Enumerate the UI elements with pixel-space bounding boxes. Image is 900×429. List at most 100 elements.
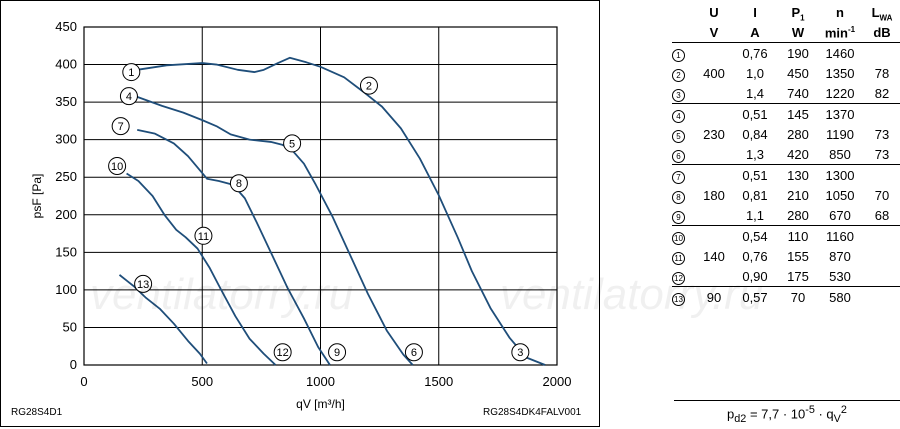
table-cell: dB [873, 25, 891, 40]
table-cell: 0,81 [742, 188, 768, 203]
table-cell: 145 [787, 107, 809, 122]
curve-label-circle-8 [229, 174, 248, 193]
curve-label-11: 11 [198, 231, 209, 243]
fan-curve-chart: 0 50 100 150 200 250 300 350 400 450 0 500 1000 1500 2… [30, 19, 572, 411]
y-tick-label: 400 [55, 57, 77, 72]
curve-label-8: 8 [236, 178, 242, 190]
table-cell: 78 [874, 66, 890, 81]
table-row: 4 0,51 145 1370 [672, 104, 900, 124]
curve-label-circle-13 [134, 274, 153, 293]
table-cell: 1190 [826, 127, 854, 142]
table-cell: 740 [787, 86, 809, 101]
table-row: 8 180 0,81 210 1050 70 [672, 185, 900, 205]
curve-label-circle-12 [273, 343, 292, 362]
table-cell: 280 [787, 127, 809, 142]
y-tick-label: 200 [55, 207, 77, 222]
curve-2 [320, 65, 546, 366]
table-cell: min-1 [824, 25, 856, 41]
table-row: 10 0,54 110 1160 [672, 226, 900, 246]
table-cell: 1,4 [745, 86, 765, 101]
table-cell: 1,3 [745, 147, 765, 162]
table-cell: 0,76 [742, 249, 768, 264]
curve-label-circle-2 [359, 76, 378, 95]
table-row: 2 400 1,0 450 1350 78 [672, 63, 900, 83]
y-tick-label: 50 [63, 319, 77, 334]
x-axis-label: qV [m³/h] [296, 397, 345, 411]
table-cell: 190 [787, 46, 809, 61]
table-cell: 140 [703, 249, 725, 264]
table-cell: 870 [829, 249, 851, 264]
table-row: 9 1,1 280 670 68 [672, 205, 900, 226]
curve-label-circle-9 [328, 343, 347, 362]
table-cell: 420 [787, 147, 809, 162]
table-cell: W [791, 25, 805, 40]
y-tick-label: 250 [55, 169, 77, 184]
table-row: 1 0,76 190 1460 [672, 43, 900, 63]
table-cell: 400 [703, 66, 725, 81]
table-cell: 580 [829, 290, 851, 305]
table-cell: 530 [829, 269, 851, 284]
table-cell: 0,90 [742, 269, 768, 284]
table-cell: 450 [787, 66, 809, 81]
curve-label-circle-5 [283, 134, 302, 153]
y-tick-label: 350 [55, 94, 77, 109]
formula: pd2 = 7,7 · 10-5 · qV2 [674, 400, 900, 425]
y-tick-label: 300 [55, 132, 77, 147]
table-cell: V [709, 25, 719, 40]
table-cell: 73 [874, 127, 890, 142]
table-cell: 1,0 [745, 66, 765, 81]
curve-label-circle-11 [194, 226, 213, 245]
table-row: 5 230 0,84 280 1190 73 [672, 124, 900, 144]
table-cell: 0,51 [742, 168, 768, 183]
table-cell: A [750, 25, 760, 40]
table-cell: 155 [787, 249, 809, 264]
curve-label-10: 10 [111, 161, 123, 173]
x-tick-label: 1500 [424, 374, 453, 389]
table-cell: 1350 [825, 66, 855, 81]
table-cell: 280 [787, 208, 809, 223]
x-tick-label: 2000 [543, 374, 572, 389]
table-row: 6 1,3 420 850 73 [672, 144, 900, 165]
y-tick-label: 150 [55, 244, 77, 259]
table-cell: 670 [829, 208, 851, 223]
table-cell: 1220 [825, 86, 855, 101]
table-cell: 1300 [825, 168, 855, 183]
table-row: 3 1,4 740 1220 82 [672, 83, 900, 104]
curve-10 [126, 172, 277, 366]
curve-1 [137, 56, 321, 73]
table-cell: 0,51 [742, 107, 768, 122]
table-cell: 0,84 [742, 127, 768, 142]
table-cell: LWA [871, 5, 893, 23]
y-tick-label: 100 [55, 282, 77, 297]
x-tick-label: 0 [80, 374, 87, 389]
table-cell: 70 [874, 188, 890, 203]
table-cell: 1160 [826, 229, 854, 244]
table-cell: 210 [787, 188, 809, 203]
table-row: 13 90 0,57 70 580 [672, 287, 900, 307]
plot-area [83, 26, 558, 366]
curve-label-circle-3 [511, 343, 530, 362]
table-cell: 0,57 [742, 290, 768, 305]
curve-label-circle-7 [111, 117, 130, 136]
table-cell: 130 [787, 168, 809, 183]
table-cell: 1460 [825, 46, 855, 61]
y-tick-label: 0 [70, 357, 77, 372]
curve-label-9: 9 [334, 347, 340, 359]
curve-label-circle-4 [119, 87, 138, 106]
curve-label-6: 6 [411, 347, 417, 359]
table-row: 12 0,90 175 530 [672, 266, 900, 287]
table-cell: 0,54 [742, 229, 768, 244]
curve-13 [118, 274, 208, 365]
curve-label-12: 12 [277, 347, 289, 359]
model-right: RG28S4DK4FALV001 [483, 407, 582, 418]
table-cell: I [753, 5, 757, 20]
table-cell: n [836, 5, 844, 20]
curve-label-2: 2 [366, 81, 372, 93]
curve-label-circle-10 [108, 156, 127, 175]
curve-label-1: 1 [128, 67, 134, 79]
table-cell: 180 [703, 188, 725, 203]
curve-label-circle-6 [404, 343, 423, 362]
table-cell: 82 [874, 86, 890, 101]
